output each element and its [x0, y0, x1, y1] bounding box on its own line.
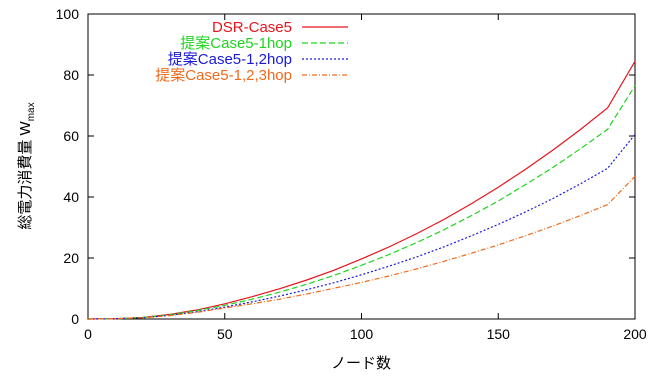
legend-label: 提案Case5-1,2,3hop	[155, 66, 292, 84]
series-line	[87, 134, 636, 320]
series-line	[87, 60, 636, 320]
legend-label: 提案Case5-1,2hop	[168, 50, 292, 68]
y-tick-label: 100	[56, 6, 80, 22]
y-tick-label: 20	[63, 250, 79, 266]
legend-label: 提案Case5-1hop	[180, 34, 292, 52]
axis-ticks: 0 50 100 150 200 0 20 40 60 80 100	[56, 6, 647, 342]
x-tick-label: 100	[350, 326, 374, 342]
y-axis-label-subscript: max	[26, 102, 37, 121]
x-axis-label: ノード数	[331, 355, 391, 372]
y-tick-label: 40	[63, 189, 79, 205]
series-line	[87, 85, 636, 320]
x-tick-label: 200	[623, 326, 647, 342]
legend-label: DSR-Case5	[212, 19, 292, 36]
y-tick-label: 0	[71, 311, 79, 327]
x-tick-label: 150	[487, 326, 511, 342]
y-tick-label: 80	[63, 67, 79, 83]
series-lines	[87, 60, 636, 320]
y-axis-label: 総電力消費量 Wmax	[17, 102, 37, 229]
legend: DSR-Case5提案Case5-1hop提案Case5-1,2hop提案Cas…	[155, 19, 348, 84]
y-axis-label-main: 総電力消費量 W	[17, 120, 34, 229]
series-line	[87, 175, 636, 320]
x-tick-label: 50	[217, 326, 233, 342]
x-tick-label: 0	[84, 326, 92, 342]
y-tick-label: 60	[63, 128, 79, 144]
